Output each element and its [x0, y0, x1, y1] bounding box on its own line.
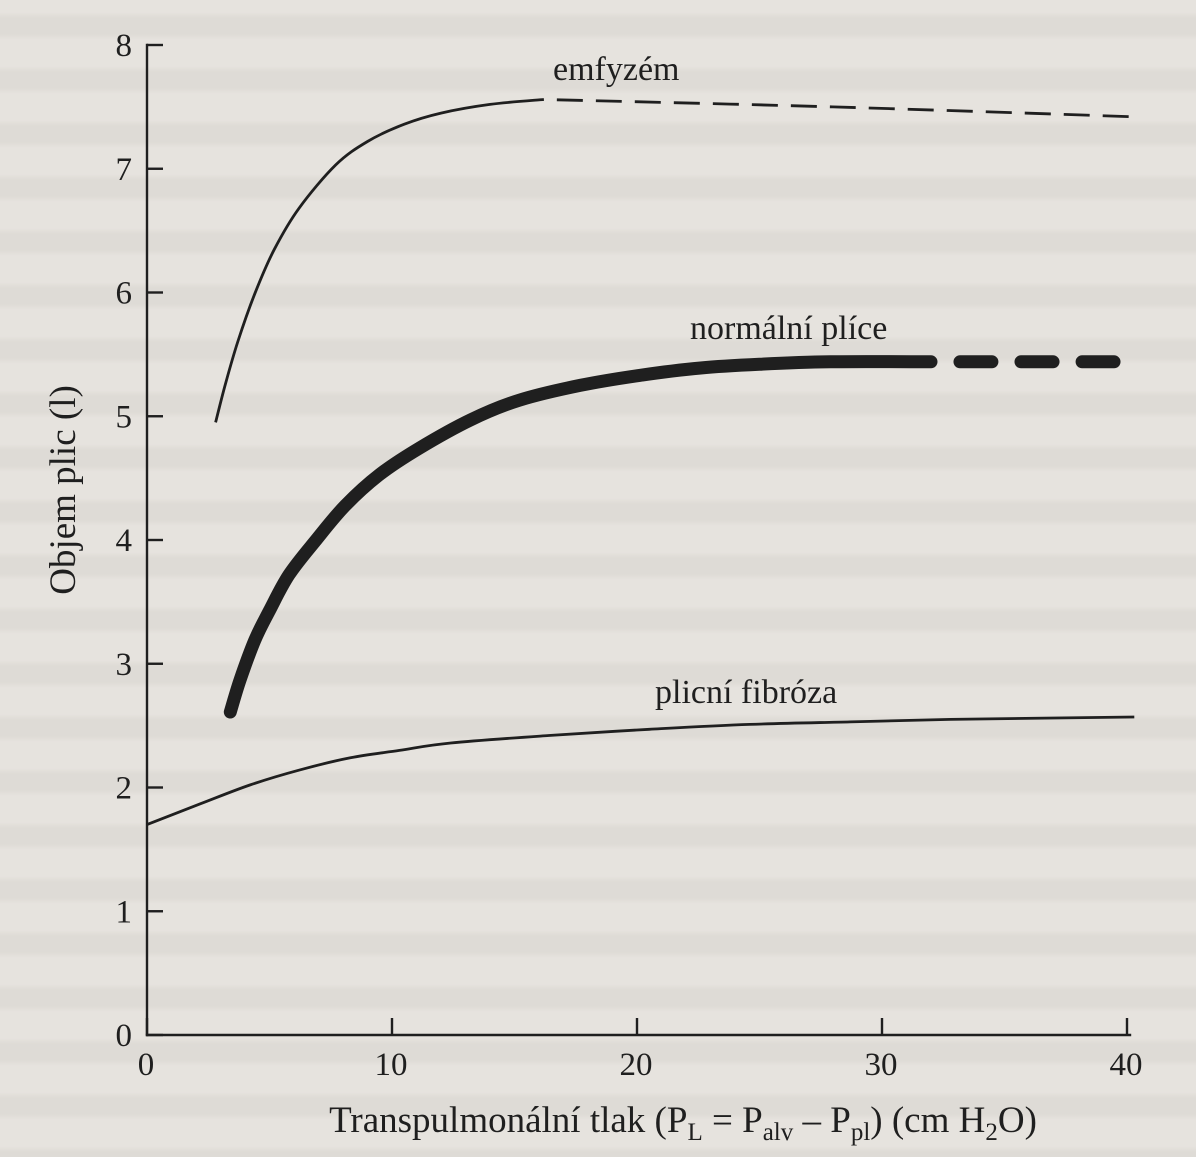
y-tick-label-6: 6 — [116, 276, 133, 312]
x-axis-title-subscript: pl — [851, 1119, 871, 1146]
x-tick-label-0: 0 — [138, 1047, 155, 1083]
normal-lung-curve — [223, 355, 938, 719]
x-axis-title-segment: ) (cm H — [870, 1100, 985, 1141]
emphysema-label: emfyzém — [553, 51, 680, 88]
x-axis-title-subscript: L — [687, 1119, 702, 1146]
x-axis-title: Transpulmonální tlak (PL = Palv – Ppl) (… — [329, 1100, 1037, 1146]
x-axis-title-segment: Transpulmonální tlak (P — [329, 1100, 687, 1141]
x-axis-title-subscript: alv — [763, 1119, 794, 1146]
y-tick-label-3: 3 — [116, 647, 133, 683]
y-tick-label-0: 0 — [116, 1018, 133, 1054]
x-axis-title-segment: = P — [703, 1100, 763, 1141]
y-tick-label-2: 2 — [116, 771, 133, 807]
y-tick-label-8: 8 — [116, 28, 133, 64]
emphysema-curve-dashed-extension — [543, 98, 1135, 119]
emphysema-curve — [214, 98, 545, 423]
y-tick-label-5: 5 — [116, 399, 133, 435]
x-axis-title-segment: O) — [998, 1100, 1037, 1141]
x-tick-label-40: 40 — [1110, 1047, 1143, 1083]
y-axis-title: Objem plic (l) — [43, 385, 84, 595]
x-axis-title-subscript: 2 — [985, 1119, 998, 1146]
x-axis-title-segment: – P — [793, 1100, 851, 1141]
curve-labels: emfyzém normální plíce plicní fibróza — [553, 51, 887, 711]
axes: 0 1 2 3 4 5 6 7 8 0 10 20 30 40 — [116, 28, 1143, 1083]
pulmonary-fibrosis-curve — [146, 715, 1135, 826]
x-tick-label-10: 10 — [375, 1047, 408, 1083]
y-tick-label-4: 4 — [116, 523, 133, 559]
y-tick-label-1: 1 — [116, 894, 133, 930]
y-tick-label-7: 7 — [116, 152, 133, 188]
x-tick-label-30: 30 — [865, 1047, 898, 1083]
x-tick-label-20: 20 — [620, 1047, 653, 1083]
curves — [146, 98, 1141, 826]
normal-lung-label: normální plíce — [690, 310, 887, 347]
pulmonary-fibrosis-label: plicní fibróza — [655, 674, 837, 711]
